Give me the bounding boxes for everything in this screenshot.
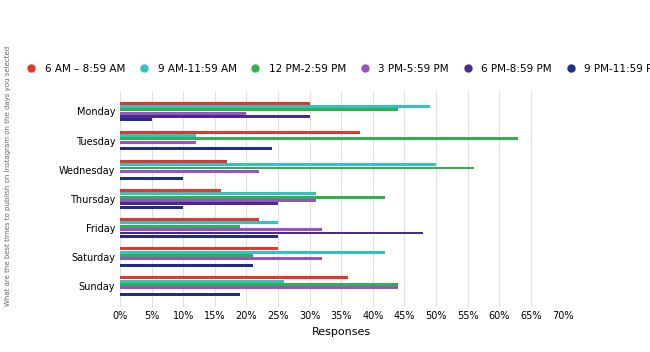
Text: What are the best times to publish on Instagram on the days you selected: What are the best times to publish on In… [5,46,11,306]
Bar [120,257,322,260]
Bar [120,166,474,169]
Bar [120,199,316,202]
Bar [120,202,278,205]
Bar [120,102,309,105]
Bar [120,196,385,199]
Bar [120,115,309,118]
Legend: 6 AM – 8:59 AM, 9 AM-11:59 AM, 12 PM-2:59 PM, 3 PM-5:59 PM, 6 PM-8:59 PM, 9 PM-1: 6 AM – 8:59 AM, 9 AM-11:59 AM, 12 PM-2:5… [17,59,650,78]
Bar [120,264,253,267]
Bar [120,293,240,296]
Bar [120,170,259,173]
Bar [120,137,518,140]
Bar [120,254,253,257]
Bar [120,189,221,192]
Bar [120,225,240,228]
Bar [120,232,423,234]
Bar [120,283,398,286]
Bar [120,163,436,166]
Bar [120,228,322,231]
Bar [120,131,360,134]
Bar [120,134,196,137]
Bar [120,141,196,144]
Bar [120,221,278,224]
Bar [120,192,316,195]
Bar [120,218,259,221]
Bar [120,147,272,150]
X-axis label: Responses: Responses [312,327,370,337]
Bar [120,160,228,163]
Bar [120,105,430,108]
Bar [120,108,398,111]
Bar [120,280,284,283]
Bar [120,276,348,279]
Bar [120,235,278,238]
Bar [120,177,183,180]
Bar [120,112,246,115]
Bar [120,118,151,121]
Bar [120,287,398,289]
Bar [120,206,183,209]
Bar [120,247,278,250]
Bar [120,251,385,253]
